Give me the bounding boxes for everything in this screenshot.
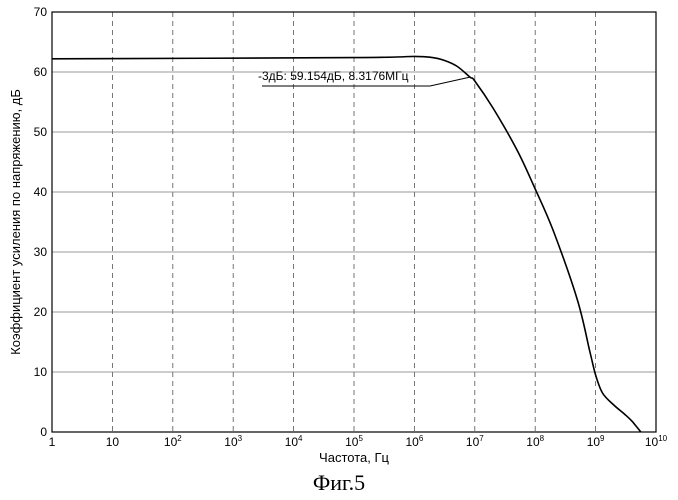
x-tick-label: 108 <box>526 434 544 449</box>
y-axis-label: Коэффициент усиления по напряжению, дБ <box>8 89 23 355</box>
y-tick-labels: 0 10 20 30 40 50 60 70 <box>34 5 48 439</box>
y-tick-label: 40 <box>34 185 48 199</box>
x-tick-label: 106 <box>405 434 423 449</box>
x-tick-label: 102 <box>164 434 182 449</box>
figure-caption: Фиг.5 <box>0 470 678 496</box>
y-tick-label: 30 <box>34 245 48 259</box>
y-tick-label: 60 <box>34 65 48 79</box>
x-tick-label: 10 <box>106 435 120 449</box>
chart: -3дБ: 59.154дБ, 8.3176МГц 1 10 102 103 104 10… <box>0 0 678 470</box>
y-tick-label: 70 <box>34 5 48 19</box>
series-line <box>52 56 641 432</box>
x-tick-label: 104 <box>285 434 303 449</box>
y-tick-label: 0 <box>40 425 47 439</box>
x-tick-label: 109 <box>587 434 605 449</box>
x-tick-label: 105 <box>345 434 363 449</box>
y-tick-label: 10 <box>34 365 48 379</box>
y-tick-label: 20 <box>34 305 48 319</box>
x-tick-label: 107 <box>466 434 484 449</box>
y-tick-label: 50 <box>34 125 48 139</box>
annotation-label: -3дБ: 59.154дБ, 8.3176МГц <box>258 69 409 83</box>
x-tick-label: 103 <box>224 434 242 449</box>
x-tick-labels: 1 10 102 103 104 105 106 107 108 109 1010 <box>49 434 668 449</box>
x-tick-label: 1 <box>49 435 56 449</box>
annotation-leader <box>430 77 470 86</box>
x-tick-label: 1010 <box>645 434 668 449</box>
x-axis-label: Частота, Гц <box>319 450 389 465</box>
